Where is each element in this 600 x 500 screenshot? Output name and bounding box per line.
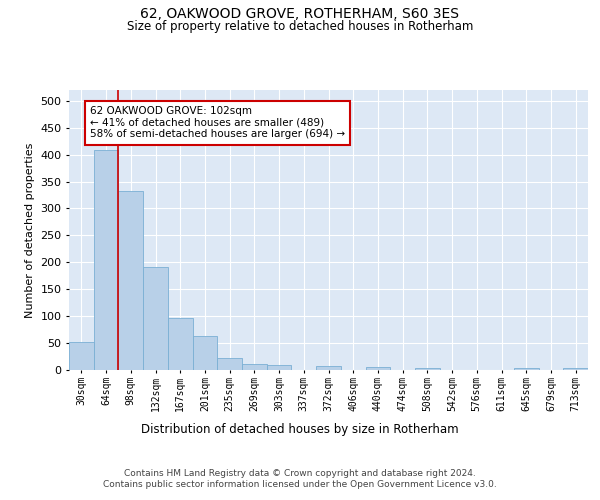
Text: Distribution of detached houses by size in Rotherham: Distribution of detached houses by size … [141,422,459,436]
Bar [193,336,217,370]
Text: Contains HM Land Registry data © Crown copyright and database right 2024.: Contains HM Land Registry data © Crown c… [124,469,476,478]
Text: Size of property relative to detached houses in Rotherham: Size of property relative to detached ho… [127,20,473,33]
Text: Contains public sector information licensed under the Open Government Licence v3: Contains public sector information licen… [103,480,497,489]
Bar [94,150,118,370]
Text: 62 OAKWOOD GROVE: 102sqm
← 41% of detached houses are smaller (489)
58% of semi-: 62 OAKWOOD GROVE: 102sqm ← 41% of detach… [90,106,345,140]
Bar [365,367,390,370]
Bar [242,364,267,370]
Bar [514,368,539,370]
Bar [563,368,588,370]
Bar [168,318,193,370]
Bar [316,366,341,370]
Y-axis label: Number of detached properties: Number of detached properties [25,142,35,318]
Bar [415,368,440,370]
Bar [143,266,168,370]
Bar [118,191,143,370]
Bar [267,364,292,370]
Text: 62, OAKWOOD GROVE, ROTHERHAM, S60 3ES: 62, OAKWOOD GROVE, ROTHERHAM, S60 3ES [140,8,460,22]
Bar [217,358,242,370]
Bar [69,342,94,370]
